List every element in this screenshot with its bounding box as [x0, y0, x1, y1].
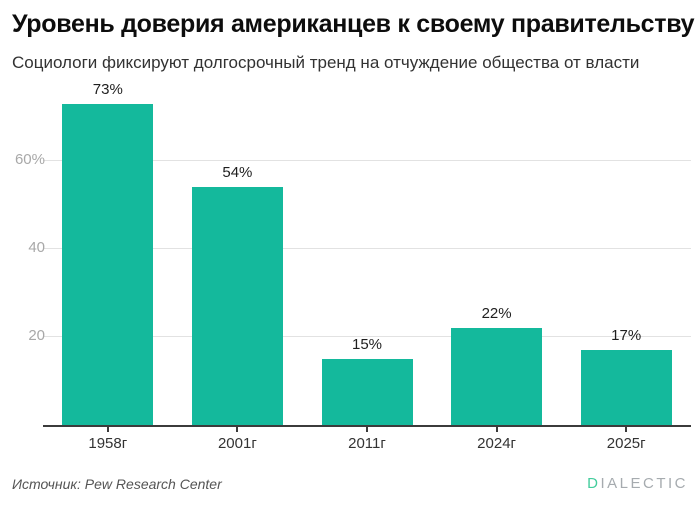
- bar-value-label: 22%: [481, 305, 512, 323]
- gridline-20: [43, 336, 691, 337]
- bar-value-label: 15%: [351, 336, 383, 353]
- chart-subtitle: Социологи фиксируют долгосрочный тренд н…: [12, 53, 640, 72]
- gridline-40: [43, 248, 691, 249]
- x-axis-tick: [495, 427, 498, 432]
- source-note: Источник: Pew Research Center: [12, 476, 222, 492]
- x-axis-label: 2025г: [606, 435, 646, 452]
- x-axis-label: 1958г: [88, 435, 128, 452]
- bar-1958г: [62, 103, 154, 425]
- x-axis-tick: [106, 427, 109, 432]
- x-axis-label: 2001г: [217, 435, 257, 452]
- brand-logo-letter-d: D: [587, 475, 601, 492]
- bar-value-label: 54%: [222, 164, 253, 182]
- x-axis-label: 2024г: [477, 435, 517, 452]
- plot-area: 73% 54% 15% 22% 17%: [43, 81, 691, 427]
- bar-2011г: [321, 359, 413, 425]
- y-axis-label-20: 20: [28, 327, 45, 344]
- y-axis-label-60: 60%: [14, 151, 45, 168]
- x-axis-label: 2011г: [348, 435, 386, 452]
- gridline-60: [43, 160, 691, 161]
- brand-logo-rest: IALECTIC: [600, 475, 688, 492]
- bar-value-label: 17%: [611, 327, 642, 345]
- bar-2024г: [451, 328, 543, 425]
- bar-2001г: [191, 187, 283, 425]
- chart-title: Уровень доверия американцев к своему пра…: [12, 10, 695, 38]
- x-axis-tick: [366, 427, 368, 432]
- brand-logo: DIALECTIC: [587, 475, 688, 492]
- bar-2025г: [580, 350, 672, 425]
- x-axis-tick: [625, 427, 628, 432]
- x-axis-tick: [236, 427, 239, 432]
- bar-value-label: 73%: [92, 80, 123, 98]
- y-axis-label-40: 40: [28, 239, 45, 256]
